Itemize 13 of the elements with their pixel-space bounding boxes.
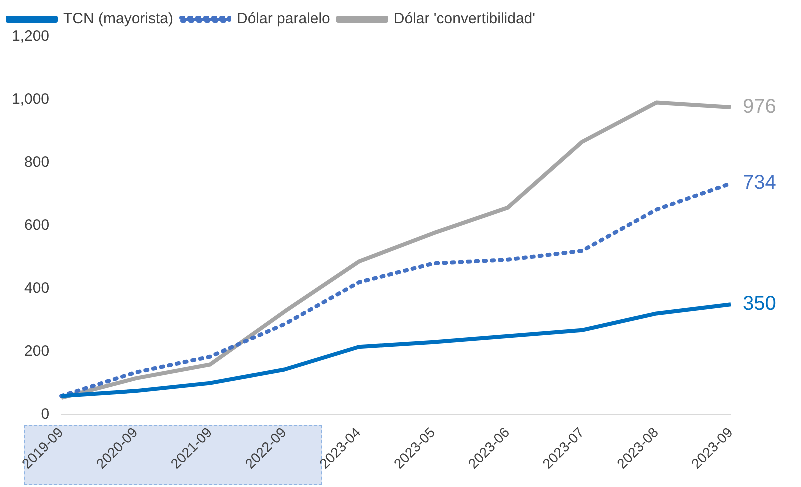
y-tick-label: 800 <box>24 154 50 172</box>
legend-label: TCN (mayorista) <box>64 10 174 28</box>
data-label: 350 <box>743 293 776 316</box>
y-tick-label: 200 <box>24 342 50 360</box>
data-label: 734 <box>743 172 776 194</box>
y-tick-label: 1,200 <box>12 28 50 46</box>
y-tick-label: 1,000 <box>12 91 50 108</box>
legend-label: Dólar paralelo <box>237 10 330 28</box>
y-tick-label: 600 <box>24 217 50 234</box>
y-tick-label: 0 <box>41 406 50 423</box>
data-label: 976 <box>743 96 776 118</box>
legend-label: Dólar 'convertibilidad' <box>394 10 536 28</box>
y-tick-label: 400 <box>24 280 50 297</box>
